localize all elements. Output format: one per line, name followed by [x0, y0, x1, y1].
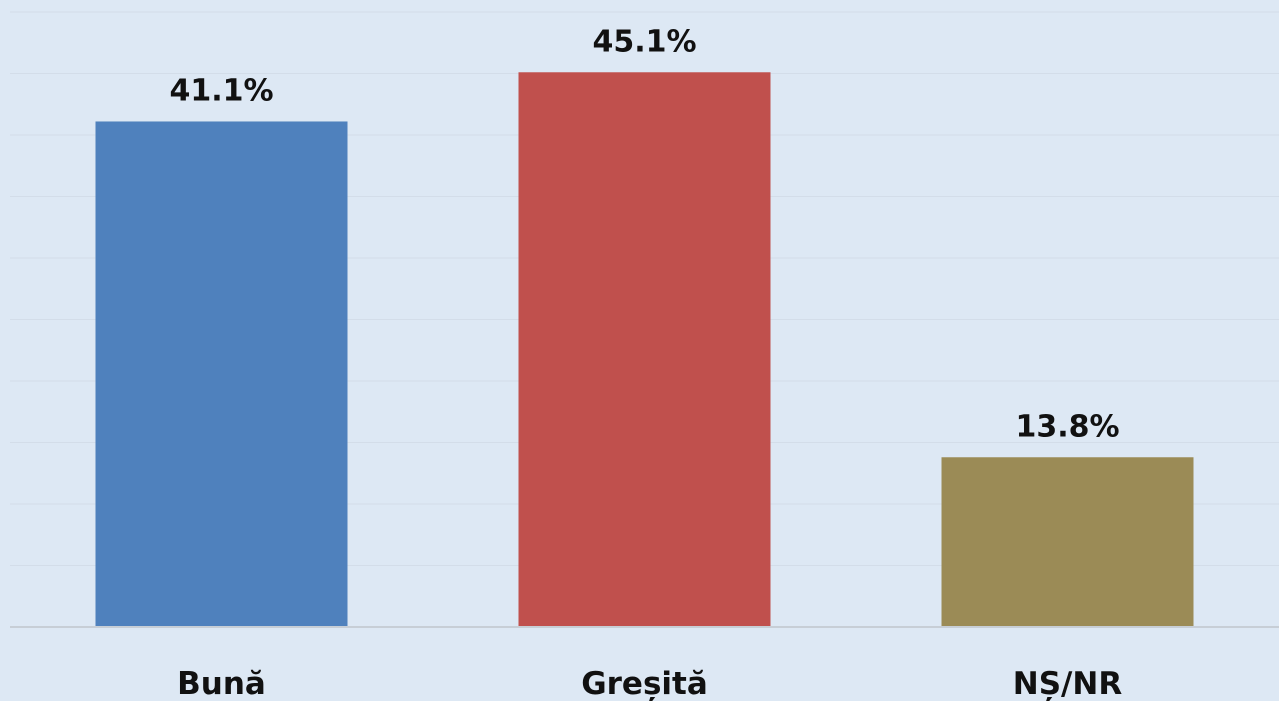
bar-1	[95, 121, 348, 627]
value-label-1: 41.1%	[169, 73, 273, 108]
value-labels: 41.1% 45.1% 13.8%	[169, 24, 1119, 444]
value-label-3: 13.8%	[1015, 409, 1119, 444]
category-label-1: Bună	[177, 666, 266, 701]
category-label-3: NȘ/NR	[1013, 666, 1123, 701]
category-label-2: Greșită	[581, 666, 708, 701]
category-labels: Bună Greșită NȘ/NR	[177, 666, 1122, 701]
bar-2	[518, 72, 771, 627]
bar-3	[941, 457, 1194, 627]
value-label-2: 45.1%	[592, 24, 696, 59]
bars	[95, 72, 1194, 627]
